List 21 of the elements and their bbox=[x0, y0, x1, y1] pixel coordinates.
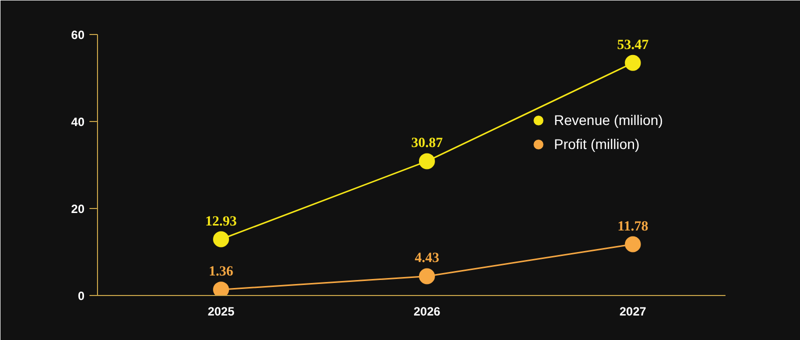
x-tick-label: 2026 bbox=[414, 304, 441, 318]
x-tick-label: 2027 bbox=[619, 304, 647, 318]
data-label: 4.43 bbox=[414, 251, 440, 266]
point bbox=[624, 236, 641, 252]
point bbox=[418, 268, 435, 284]
data-label: 12.93 bbox=[205, 214, 237, 230]
point bbox=[418, 153, 435, 170]
legend-label: Revenue (million) bbox=[554, 112, 663, 128]
data-label: 53.47 bbox=[617, 38, 649, 53]
point bbox=[624, 54, 641, 71]
point bbox=[213, 282, 230, 296]
data-label: 30.87 bbox=[411, 136, 443, 152]
x-tick-label: 2025 bbox=[208, 304, 235, 318]
y-tick-label: 0 bbox=[78, 289, 85, 303]
y-tick-label: 20 bbox=[71, 202, 85, 216]
point bbox=[213, 231, 230, 248]
data-label: 11.78 bbox=[617, 219, 648, 234]
y-tick-label: 40 bbox=[71, 115, 85, 129]
y-tick-label: 60 bbox=[71, 28, 85, 42]
data-label: 1.36 bbox=[208, 264, 234, 280]
legend-label: Profit (million) bbox=[554, 136, 640, 152]
